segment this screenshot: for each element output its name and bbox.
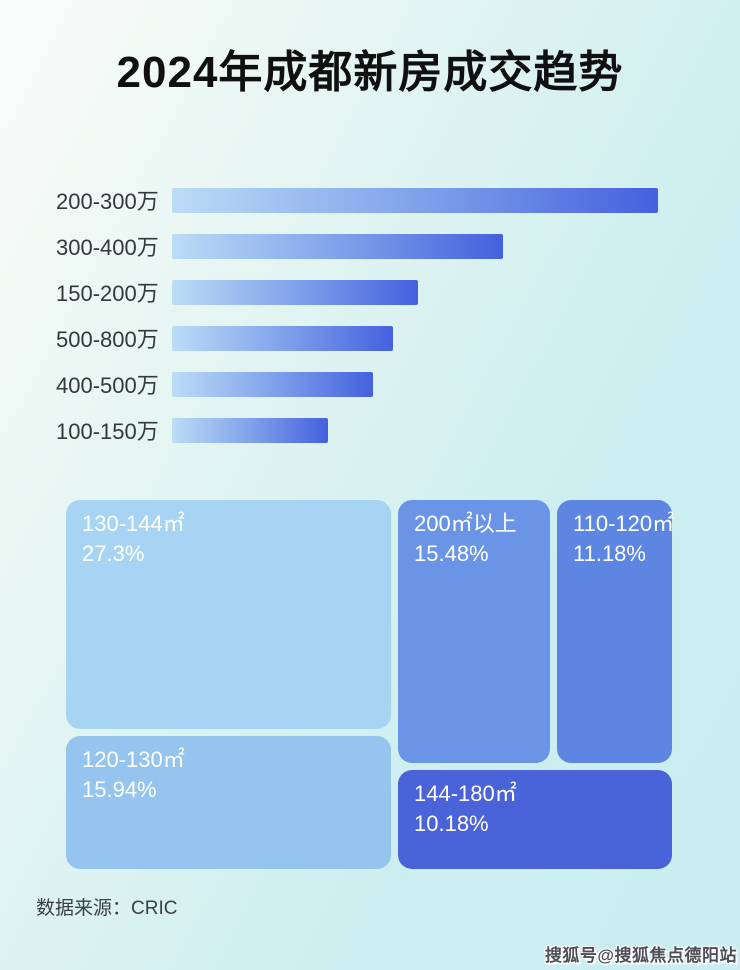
- bar-track: [172, 325, 658, 351]
- bar-track: [172, 187, 658, 213]
- treemap-block-120-130: 120-130㎡ 15.94%: [66, 736, 391, 869]
- treemap-block-label: 120-130㎡: [82, 747, 185, 772]
- bar-track: [172, 417, 658, 443]
- bar-row: 100-150万: [0, 407, 740, 453]
- page-title: 2024年成都新房成交趋势: [116, 48, 624, 97]
- bar-category-label: 100-150万: [56, 419, 159, 444]
- treemap-block-label: 144-180㎡: [414, 781, 517, 806]
- bar-row: 300-400万: [0, 223, 740, 269]
- treemap-block-label: 200㎡以上: [414, 511, 517, 536]
- bar-500-800w: [172, 325, 394, 351]
- bar-category-label: 500-800万: [56, 327, 159, 352]
- treemap-block-percent: 27.3%: [82, 541, 145, 566]
- bar-category-label: 400-500万: [56, 373, 159, 398]
- bar-row: 150-200万: [0, 269, 740, 315]
- treemap-block-label: 110-120㎡: [573, 511, 675, 536]
- treemap-block-144-180: 144-180㎡ 10.18%: [398, 770, 672, 869]
- bar-150-200w: [172, 279, 418, 305]
- bar-row: 400-500万: [0, 361, 740, 407]
- treemap-block-label: 130-144㎡: [82, 511, 185, 536]
- data-source-label: 数据来源：CRIC: [36, 898, 178, 919]
- treemap-block-200-plus: 200㎡以上 15.48%: [398, 500, 550, 763]
- watermark-text: 搜狐号@搜狐焦点德阳站: [544, 946, 737, 965]
- bar-category-label: 300-400万: [56, 235, 159, 260]
- bar-100-150w: [172, 417, 328, 443]
- treemap-block-percent: 15.94%: [82, 777, 157, 802]
- bar-row: 500-800万: [0, 315, 740, 361]
- bar-row: 200-300万: [0, 177, 740, 223]
- bar-200-300w: [172, 187, 658, 213]
- price-band-bar-chart: 200-300万 300-400万 150-200万 500-800万 400-…: [0, 177, 740, 453]
- bar-category-label: 150-200万: [56, 281, 159, 306]
- bar-400-500w: [172, 371, 374, 397]
- bar-track: [172, 279, 658, 305]
- treemap-block-110-120: 110-120㎡ 11.18%: [557, 500, 675, 763]
- bar-category-label: 200-300万: [56, 189, 159, 214]
- treemap-block-percent: 11.18%: [573, 541, 646, 566]
- bar-track: [172, 233, 658, 259]
- treemap-block-percent: 10.18%: [414, 811, 489, 836]
- bar-track: [172, 371, 658, 397]
- treemap-block-percent: 15.48%: [414, 541, 489, 566]
- treemap-block-130-144: 130-144㎡ 27.3%: [66, 500, 391, 729]
- bar-300-400w: [172, 233, 503, 259]
